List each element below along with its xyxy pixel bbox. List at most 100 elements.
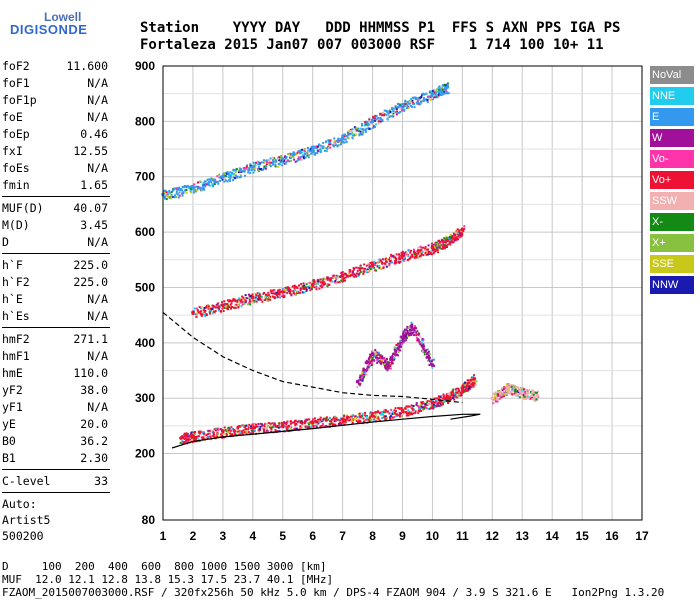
echo-point	[254, 425, 257, 428]
echo-point	[275, 291, 278, 294]
echo-point	[522, 390, 525, 393]
echo-point	[427, 350, 430, 353]
echo-point	[401, 341, 404, 344]
echo-point	[418, 341, 421, 344]
echo-point	[373, 354, 376, 357]
echo-point	[393, 356, 396, 359]
echo-point	[202, 181, 205, 184]
echo-point	[201, 438, 204, 441]
echo-point	[359, 127, 362, 130]
echo-point	[508, 392, 511, 395]
echo-point	[316, 152, 319, 155]
echo-point	[305, 286, 308, 289]
echo-point	[438, 404, 441, 407]
echo-point	[399, 345, 402, 348]
echo-point	[388, 262, 391, 265]
echo-point	[413, 106, 416, 109]
echo-point	[422, 100, 425, 103]
echo-point	[296, 151, 299, 154]
echo-point	[188, 438, 191, 441]
echo-point	[386, 410, 389, 413]
echo-point	[419, 410, 422, 413]
echo-point	[422, 343, 425, 346]
echo-point	[510, 384, 513, 387]
echo-point	[209, 309, 212, 312]
legend-item: Vo-	[650, 150, 694, 168]
echo-point	[249, 427, 252, 430]
data-point	[251, 295, 255, 300]
echo-point	[251, 293, 254, 296]
param-value: N/A	[87, 292, 108, 306]
echo-point	[325, 416, 328, 419]
echo-point	[423, 353, 426, 356]
echo-point	[280, 154, 283, 157]
echo-point	[233, 177, 236, 180]
echo-point	[415, 327, 418, 330]
echo-point	[249, 303, 252, 306]
echo-point	[429, 252, 432, 255]
echo-point	[389, 359, 392, 362]
echo-point	[308, 286, 311, 289]
echo-point	[262, 430, 265, 433]
echo-point	[402, 339, 405, 342]
echo-point	[470, 384, 473, 387]
echo-point	[440, 238, 443, 241]
echo-point	[457, 232, 460, 235]
echo-point	[269, 157, 272, 160]
echo-point	[198, 310, 201, 313]
echo-point	[473, 374, 476, 377]
echo-point	[399, 103, 402, 106]
echo-point	[293, 158, 296, 161]
echo-point	[309, 286, 312, 289]
echo-point	[265, 163, 268, 166]
data-point	[370, 263, 375, 268]
data-point	[472, 377, 477, 381]
echo-point	[437, 92, 440, 95]
echo-point	[471, 376, 474, 379]
echo-point	[213, 178, 216, 181]
echo-point	[286, 426, 289, 429]
echo-point	[365, 415, 368, 418]
echo-point	[393, 256, 396, 259]
echo-point	[254, 296, 257, 299]
echo-point	[280, 161, 283, 164]
echo-point	[463, 386, 466, 389]
echo-point	[371, 123, 374, 126]
echo-point	[436, 249, 439, 252]
echo-point	[270, 292, 273, 295]
echo-point	[274, 158, 277, 161]
echo-point	[379, 355, 382, 358]
echo-point	[374, 117, 377, 120]
echo-point	[335, 276, 338, 279]
echo-point	[522, 393, 525, 396]
echo-point	[408, 257, 411, 260]
echo-point	[196, 310, 199, 313]
echo-point	[289, 289, 292, 292]
echo-point	[524, 393, 527, 396]
echo-point	[227, 300, 230, 303]
echo-point	[369, 360, 372, 363]
echo-point	[186, 434, 189, 437]
echo-point	[214, 310, 217, 313]
data-point	[445, 238, 450, 243]
echo-point	[198, 306, 201, 309]
data-point	[310, 282, 315, 287]
echo-point	[193, 307, 196, 310]
echo-point	[222, 310, 225, 313]
echo-point	[374, 414, 377, 417]
echo-point	[399, 412, 402, 415]
echo-point	[321, 284, 324, 287]
echo-point	[425, 92, 428, 95]
echo-point	[410, 101, 413, 104]
echo-point	[472, 376, 475, 379]
param-value: 3.45	[80, 218, 108, 232]
echo-point	[195, 307, 198, 310]
echo-point	[224, 174, 227, 177]
echo-point	[317, 422, 320, 425]
echo-point	[248, 167, 251, 170]
echo-point	[213, 305, 216, 308]
echo-point	[425, 98, 428, 101]
echo-point	[345, 135, 348, 138]
echo-point	[216, 427, 219, 430]
echo-point	[424, 403, 427, 406]
